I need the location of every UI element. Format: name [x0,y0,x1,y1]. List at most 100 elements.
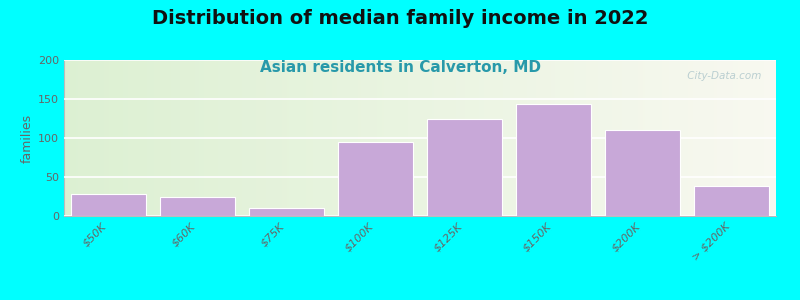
Bar [185,60,187,216]
Bar [579,60,582,216]
Bar [135,60,138,216]
Bar [192,60,194,216]
Bar [669,60,671,216]
Bar [467,60,470,216]
Bar [278,60,280,216]
Bar [242,60,244,216]
Bar [338,142,414,216]
Bar [368,60,370,216]
Bar [624,60,626,216]
Bar [299,60,302,216]
Bar [536,60,538,216]
Bar [389,60,391,216]
Bar [439,60,442,216]
Bar [123,60,126,216]
Bar [560,60,562,216]
Bar [516,104,591,216]
Bar [570,60,572,216]
Bar [342,60,344,216]
Bar [506,60,508,216]
Bar [90,60,93,216]
Bar [150,60,152,216]
Bar [513,60,515,216]
Bar [458,60,460,216]
Bar [769,60,771,216]
Bar [449,60,451,216]
Bar [479,60,482,216]
Bar [707,60,710,216]
Bar [489,60,491,216]
Bar [413,60,415,216]
Bar [508,60,510,216]
Bar [596,60,598,216]
Bar [70,194,146,216]
Bar [472,60,474,216]
Bar [244,60,246,216]
Bar [401,60,403,216]
Bar [211,60,214,216]
Bar [140,60,142,216]
Bar [261,60,263,216]
Bar [126,60,128,216]
Bar [76,60,78,216]
Bar [106,60,109,216]
Bar [147,60,150,216]
Bar [607,60,610,216]
Bar [565,60,567,216]
Bar [346,60,349,216]
Bar [159,60,162,216]
Bar [525,60,527,216]
Bar [318,60,320,216]
Bar [451,60,454,216]
Bar [230,60,233,216]
Bar [309,60,311,216]
Bar [273,60,275,216]
Bar [714,60,717,216]
Bar [538,60,541,216]
Bar [314,60,315,216]
Bar [653,60,655,216]
Bar [498,60,501,216]
Bar [465,60,467,216]
Bar [598,60,600,216]
Bar [754,60,757,216]
Bar [330,60,332,216]
Bar [462,60,465,216]
Bar [410,60,413,216]
Bar [302,60,304,216]
Bar [415,60,418,216]
Bar [736,60,738,216]
Bar [700,60,702,216]
Bar [249,60,251,216]
Bar [351,60,354,216]
Bar [145,60,147,216]
Bar [610,60,612,216]
Bar [403,60,406,216]
Bar [334,60,337,216]
Bar [757,60,759,216]
Bar [102,60,104,216]
Bar [671,60,674,216]
Bar [251,60,254,216]
Bar [574,60,577,216]
Bar [456,60,458,216]
Bar [731,60,734,216]
Bar [223,60,226,216]
Bar [693,60,695,216]
Bar [426,118,502,216]
Bar [494,60,496,216]
Bar [256,60,258,216]
Bar [81,60,83,216]
Bar [209,60,211,216]
Bar [285,60,287,216]
Bar [197,60,199,216]
Text: Distribution of median family income in 2022: Distribution of median family income in … [152,9,648,28]
Bar [437,60,439,216]
Bar [133,60,135,216]
Bar [546,60,548,216]
Bar [425,60,427,216]
Bar [747,60,750,216]
Bar [474,60,477,216]
Bar [550,60,553,216]
Bar [572,60,574,216]
